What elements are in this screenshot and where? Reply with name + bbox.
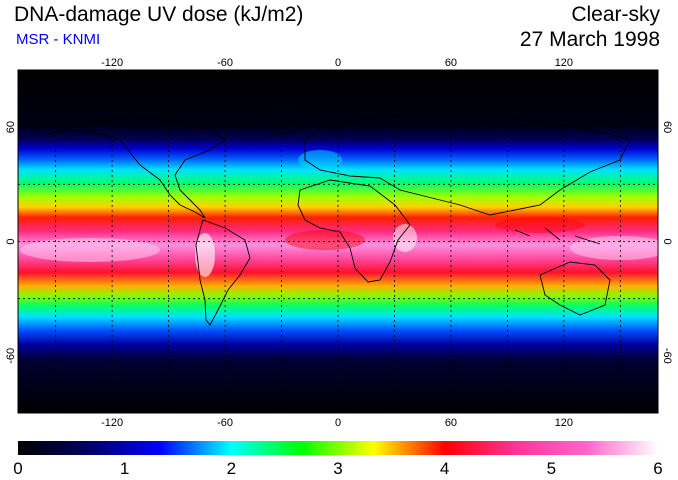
- colorbar-labels: 0 1 2 3 4 5 6: [13, 459, 662, 478]
- north-america-coast: [44, 117, 226, 219]
- latitude-labels-left: 60 0 -60: [5, 121, 17, 364]
- lon-tick-label: 60: [445, 417, 457, 429]
- pacific-red-patch: [495, 217, 585, 233]
- colorbar-tick-label: 5: [547, 459, 556, 478]
- lat-tick-label: 60: [5, 121, 17, 133]
- atlantic-red-patch: [285, 230, 365, 250]
- africa-coast: [297, 179, 411, 283]
- lat-tick-label: 0: [5, 238, 17, 244]
- indonesia-coast: [514, 227, 601, 245]
- lon-tick-label: -60: [217, 57, 233, 69]
- mediterranean-cyan: [298, 150, 342, 170]
- map-title: DNA-damage UV dose (kJ/m2): [14, 3, 304, 26]
- lon-tick-label: 60: [445, 57, 457, 69]
- lon-tick-label: -120: [101, 417, 123, 429]
- lon-tick-label: 0: [335, 57, 341, 69]
- colorbar-tick-label: 2: [227, 459, 236, 478]
- data-source-label: MSR - KNMI: [16, 31, 101, 48]
- lon-tick-label: 0: [335, 417, 341, 429]
- andes-high-uv: [195, 233, 215, 277]
- high-uv-patch: [570, 236, 658, 260]
- lat-tick-label: 0: [661, 238, 673, 244]
- colorbar-tick-label: 0: [13, 459, 22, 478]
- high-uv-patch: [20, 238, 160, 262]
- date-label: 27 March 1998: [519, 28, 660, 51]
- colorbar-tick-label: 4: [440, 459, 449, 478]
- eurasia-coast: [304, 114, 631, 216]
- lon-tick-label: -120: [101, 57, 123, 69]
- east-africa-high-uv: [393, 224, 417, 252]
- colorbar-tick-label: 6: [653, 459, 662, 478]
- lat-tick-label: -60: [661, 348, 673, 364]
- lon-tick-label: 120: [555, 417, 573, 429]
- lat-tick-label: -60: [5, 348, 17, 364]
- lon-tick-label: 120: [555, 57, 573, 69]
- lat-tick-label: 60: [661, 121, 673, 133]
- colorbar: [18, 441, 658, 455]
- longitude-labels-top: -120 -60 0 60 120: [101, 57, 573, 69]
- south-america-coast: [195, 219, 251, 326]
- map-frame: [17, 69, 659, 414]
- sky-condition-label: Clear-sky: [571, 3, 660, 26]
- lon-tick-label: -60: [217, 417, 233, 429]
- colorbar-tick-label: 1: [120, 459, 129, 478]
- latitude-labels-right: 60 0 -60: [661, 121, 673, 364]
- longitude-labels-bottom: -120 -60 0 60 120: [101, 417, 573, 429]
- greenland-coast: [264, 105, 306, 136]
- graticule: [18, 70, 658, 413]
- colorbar-tick-label: 3: [333, 459, 342, 478]
